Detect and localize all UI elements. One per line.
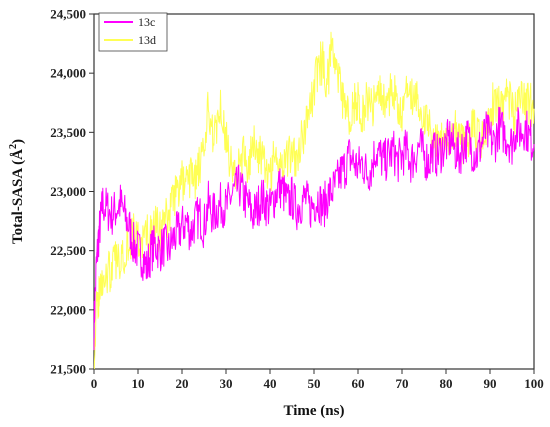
legend-box: [98, 12, 168, 52]
y-tick-label: 23,000: [50, 184, 86, 199]
x-tick-label: 0: [91, 376, 98, 391]
x-axis: 0 10 20 30 40 50 60 70 80 90 100: [91, 369, 544, 391]
x-axis-label: Time (ns): [284, 403, 345, 419]
y-tick-label: 23,500: [50, 125, 86, 140]
series-line-13d: [93, 31, 535, 370]
y-axis-label-main: Total-SASA (: [10, 160, 26, 244]
x-tick-label: 50: [308, 376, 321, 391]
y-axis-label-unit: Å: [10, 149, 26, 160]
y-axis-label: Total-SASA (Å2): [8, 139, 26, 244]
x-tick-label: 30: [220, 376, 233, 391]
y-axis-label-close: ): [10, 139, 26, 144]
x-tick-label: 20: [176, 376, 189, 391]
y-tick-label: 24,500: [50, 7, 86, 22]
y-axis-label-superscript: 2: [8, 144, 19, 149]
series-layer: [93, 31, 535, 370]
x-tick-label: 100: [524, 376, 544, 391]
x-tick-label: 90: [484, 376, 497, 391]
y-axis: 21,500 22,000 22,500 23,000 23,500 24,000 24,5…: [50, 7, 94, 377]
y-tick-label: 22,000: [50, 302, 86, 317]
x-tick-label: 10: [132, 376, 145, 391]
plot-frame: [93, 13, 535, 370]
x-tick-label: 60: [352, 376, 365, 391]
series-line-13c: [93, 106, 535, 351]
y-tick-label: 22,500: [50, 243, 86, 258]
legend: 13c 13d: [98, 12, 168, 52]
x-tick-label: 40: [264, 376, 277, 391]
legend-label-13c: 13c: [138, 15, 155, 29]
plot-area: [93, 13, 535, 370]
legend-label-13d: 13d: [138, 33, 156, 47]
y-tick-label: 24,000: [50, 66, 86, 81]
y-tick-label: 21,500: [50, 362, 86, 377]
x-tick-label: 70: [396, 376, 409, 391]
x-tick-label: 80: [440, 376, 453, 391]
